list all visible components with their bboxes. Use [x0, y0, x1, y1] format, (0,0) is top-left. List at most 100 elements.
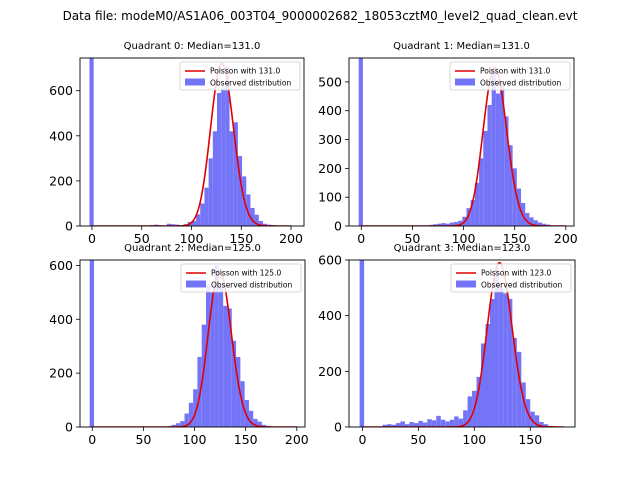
- y-tick-label: 100: [318, 190, 342, 205]
- histogram-bar: [196, 214, 201, 226]
- histogram-bar: [223, 305, 228, 427]
- histogram-bar: [244, 400, 249, 427]
- figure-title: Data file: modeM0/AS1A06_003T04_90000026…: [63, 9, 578, 23]
- histogram-bar: [541, 223, 547, 226]
- histogram-bar: [395, 423, 401, 427]
- legend-label-observed: Observed distribution: [480, 79, 561, 88]
- histogram-bar: [171, 424, 176, 427]
- histogram-bar: [445, 421, 450, 427]
- histogram-bar: [413, 423, 419, 427]
- panel-title: Quadrant 2: Median=125.0: [124, 243, 261, 254]
- histogram-bar: [507, 298, 513, 427]
- x-tick-label: 50: [134, 231, 150, 246]
- y-tick-label: 200: [49, 366, 73, 381]
- axes-frame: [79, 57, 305, 227]
- histogram-bar: [231, 340, 237, 427]
- legend-label-observed: Observed distribution: [481, 281, 562, 290]
- histogram-bar: [409, 421, 414, 427]
- axes-frame: [348, 259, 576, 428]
- y-tick-label: 600: [49, 83, 73, 98]
- x-tick-label: 100: [183, 432, 207, 447]
- histogram-bar: [512, 337, 517, 427]
- legend: Poisson with 125.0 Observed distribution: [180, 263, 302, 293]
- x-tick-label: 50: [135, 432, 151, 447]
- legend-box: [450, 263, 572, 293]
- histogram-bar: [481, 343, 486, 427]
- x-tick-label: 0: [358, 432, 366, 447]
- histogram-bar: [453, 221, 459, 226]
- legend: Poisson with 123.0 Observed distribution: [450, 263, 572, 293]
- histogram-bar: [483, 130, 488, 226]
- y-tick-label: 400: [49, 312, 73, 327]
- x-tick-label: 200: [279, 231, 303, 246]
- legend-box: [449, 61, 571, 91]
- histogram-bar: [227, 308, 232, 427]
- histogram-bar: [262, 223, 268, 226]
- histogram-bar: [261, 424, 267, 427]
- y-tick-label: 600: [318, 253, 342, 268]
- histogram-bar: [236, 356, 241, 427]
- histogram-bar: [201, 324, 206, 427]
- histogram-bar: [474, 182, 480, 226]
- histogram-bar: [358, 58, 363, 226]
- histogram-bar: [404, 424, 410, 427]
- histogram-bar: [449, 222, 454, 226]
- legend-patch-icon: [185, 78, 205, 86]
- y-tick-label: 400: [318, 308, 342, 323]
- histogram-bar: [454, 416, 459, 427]
- histogram-bar: [487, 104, 492, 226]
- poisson-curve: [91, 62, 292, 226]
- histogram-bar: [494, 268, 499, 427]
- histogram-bar: [489, 298, 495, 427]
- histogram-bar: [491, 70, 496, 226]
- panel-quadrant-1: 0 50 100 150 200 0 100 200 300 400 500 Quadrant 1: …: [318, 41, 578, 246]
- x-tick-label: 200: [285, 432, 309, 447]
- plot-area: [359, 260, 564, 427]
- histogram-bar: [400, 421, 405, 427]
- histogram-bar: [258, 221, 263, 226]
- plot-area: [89, 58, 292, 226]
- panel-quadrant-0: 0 50 100 150 200 0 200 400 600 Quadrant 0: Median…: [49, 41, 305, 246]
- histogram-bar: [529, 217, 534, 226]
- x-tick-label: 50: [404, 231, 420, 246]
- histogram-bar: [470, 200, 475, 226]
- histogram-bar: [89, 58, 94, 226]
- panel-quadrant-2: 0 50 100 150 200 0 200 400 600 Quadrant 2: Median…: [49, 243, 309, 447]
- histogram-bar: [440, 419, 446, 427]
- histogram-bar: [184, 413, 189, 427]
- plot-area: [358, 58, 566, 226]
- legend: Poisson with 131.0 Observed distribution: [449, 61, 571, 91]
- histogram-bar: [175, 423, 181, 427]
- legend-patch-icon: [455, 78, 475, 86]
- x-tick-label: 150: [234, 432, 258, 447]
- histogram-bar: [441, 223, 446, 226]
- histogram-bar: [221, 86, 226, 226]
- axes-frame: [348, 57, 575, 227]
- legend-box: [180, 263, 302, 293]
- histogram-bar: [210, 292, 215, 427]
- y-tick-label: 0: [65, 219, 73, 234]
- x-tick-label: 100: [462, 432, 486, 447]
- y-tick-label: 500: [318, 74, 342, 89]
- axes-frame: [79, 259, 306, 428]
- histogram-bar: [432, 224, 438, 226]
- x-tick-label: 150: [503, 231, 527, 246]
- panel-title: Quadrant 1: Median=131.0: [393, 41, 530, 52]
- histogram-bar: [485, 324, 490, 427]
- histogram-bar: [250, 207, 255, 226]
- y-tick-label: 600: [49, 258, 73, 273]
- histogram-bar: [530, 411, 535, 427]
- histogram-bar: [200, 203, 205, 226]
- histogram-bar: [516, 351, 522, 427]
- legend-label-poisson: Poisson with 131.0: [480, 67, 550, 76]
- histogram-bar: [498, 287, 504, 427]
- histogram-bar: [534, 415, 540, 427]
- histogram-bar: [193, 389, 198, 427]
- histogram-bar: [508, 145, 513, 226]
- histogram-bar: [191, 221, 197, 226]
- legend-label-poisson: Poisson with 123.0: [481, 269, 551, 278]
- panel-title: Quadrant 0: Median=131.0: [124, 41, 261, 52]
- x-tick-label: 150: [229, 231, 253, 246]
- histogram-bar: [391, 424, 396, 427]
